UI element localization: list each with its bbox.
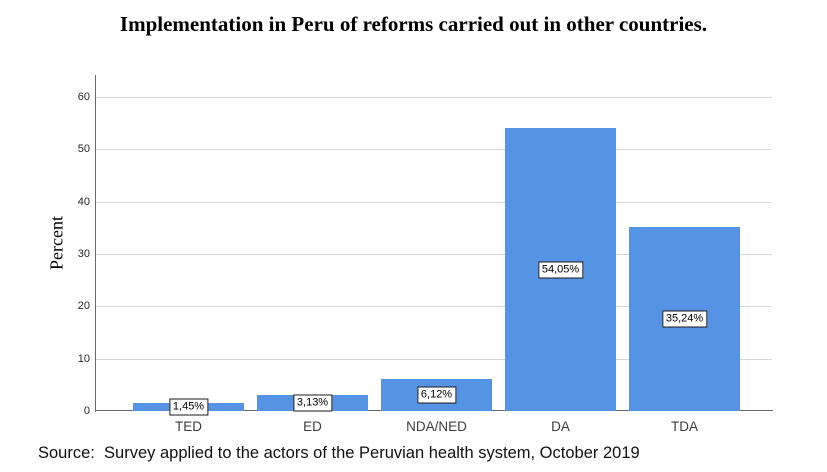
gridline xyxy=(96,97,772,98)
y-tick-label: 50 xyxy=(77,143,90,156)
y-tick-label: 20 xyxy=(77,300,90,313)
chart-title: Implementation in Peru of reforms carrie… xyxy=(119,12,708,36)
value-label: 1,45% xyxy=(168,398,209,416)
plot-area: 1,45% 3,13% 6,12% 54,05% 35,24% xyxy=(95,75,773,416)
y-tick-label: 10 xyxy=(77,352,90,365)
y-tick-label: 0 xyxy=(83,405,90,417)
value-label: 3,13% xyxy=(292,394,333,412)
y-tick-label: 30 xyxy=(77,248,90,260)
y-tick-label: 60 xyxy=(77,91,90,103)
x-category-label: ED xyxy=(303,419,322,434)
x-category-label: TDA xyxy=(671,419,698,434)
source-note: Source: Survey applied to the actors of … xyxy=(38,444,640,462)
gridline xyxy=(96,358,772,360)
x-category-label: TED xyxy=(175,419,202,434)
gridline xyxy=(96,254,772,255)
value-label: 54,05% xyxy=(537,261,584,279)
value-label: 35,24% xyxy=(661,310,708,328)
y-axis-line xyxy=(95,75,96,412)
gridline xyxy=(96,149,772,151)
value-label: 6,12% xyxy=(416,386,457,404)
gridline xyxy=(96,201,772,203)
x-category-label: DA xyxy=(551,419,570,434)
y-axis-title: Percent xyxy=(46,216,67,270)
gridline xyxy=(96,306,772,308)
y-tick-label: 40 xyxy=(77,195,90,208)
x-category-label: NDA/NED xyxy=(406,419,467,434)
